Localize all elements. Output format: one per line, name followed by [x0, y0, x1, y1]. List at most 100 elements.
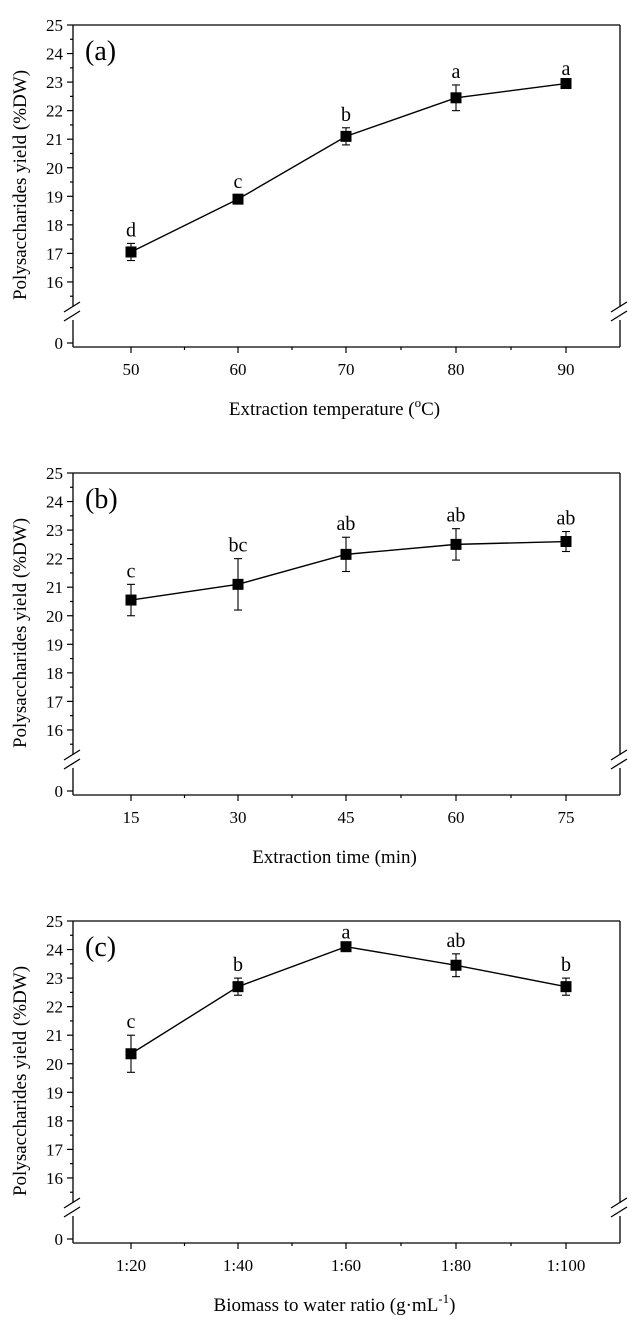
x-tick-label: 75	[558, 808, 575, 827]
data-point	[560, 981, 572, 993]
left-axis-break-mark	[63, 749, 81, 761]
data-point	[125, 1048, 137, 1060]
y-tick-label: 16	[46, 273, 63, 292]
y-tick-label: 18	[46, 1112, 63, 1131]
right-axis-break-gap	[610, 1202, 630, 1216]
data-point	[560, 78, 572, 90]
y-tick-label: 17	[46, 244, 64, 263]
x-axis-title-suffix: )	[449, 1295, 455, 1316]
data-point	[450, 959, 462, 971]
significance-label: a	[562, 58, 571, 80]
x-tick-label: 1:20	[116, 1256, 146, 1275]
chart-panel-b: 0 16 17 18 19 20 21 22 23 24 25 15 30 45 60 75 c bc ab ab ab…	[10, 464, 630, 868]
y-tick-label: 19	[46, 187, 63, 206]
significance-label: a	[452, 61, 461, 83]
data-point	[125, 594, 137, 606]
left-axis-break-mark	[63, 1206, 81, 1218]
data-point	[560, 536, 572, 548]
significance-label: ab	[557, 508, 576, 530]
left-axis-break-gap	[63, 1202, 83, 1216]
y-tick-label: 25	[46, 16, 63, 35]
chart-panel-a: 0 16 17 18 19 20 21 22 23 24 25 50 60 70 80 90 d c b a a (a) E…	[10, 16, 630, 420]
right-axis-break-mark	[610, 310, 628, 322]
left-axis-break-mark	[63, 301, 81, 313]
y-tick-label: 20	[46, 607, 63, 626]
significance-label: ab	[447, 505, 466, 527]
right-axis-break-mark	[610, 1197, 628, 1209]
y-tick-label: 22	[46, 550, 63, 569]
panel-label: (a)	[85, 36, 116, 67]
x-tick-label: 90	[558, 360, 575, 379]
y-tick-label: 23	[46, 969, 63, 988]
significance-label: bc	[229, 535, 248, 557]
series-line	[130, 945, 567, 1055]
y-tick-label: 21	[46, 130, 63, 149]
right-axis-break-mark	[610, 749, 628, 761]
data-point	[450, 538, 462, 550]
y-tick-label: 21	[46, 578, 63, 597]
significance-label: b	[561, 954, 571, 976]
y-tick-label: 24	[46, 493, 64, 512]
right-axis-break-mark	[610, 301, 628, 313]
left-axis-break-mark	[63, 1197, 81, 1209]
x-axis-title-text: Biomass to water ratio (g·mL	[214, 1295, 439, 1316]
y-tick-label: 16	[46, 721, 63, 740]
x-tick-label: 70	[338, 360, 355, 379]
y-tick-label: 16	[46, 1169, 63, 1188]
data-point	[232, 578, 244, 590]
y-axis-title: Polysaccharides yield (%DW)	[10, 966, 31, 1196]
data-point	[450, 92, 462, 104]
x-tick-label: 1:80	[441, 1256, 471, 1275]
significance-label: b	[233, 954, 243, 976]
y-tick-label: 25	[46, 912, 63, 931]
left-axis-break-gap	[63, 754, 83, 768]
y-tick-label: 17	[46, 1140, 64, 1159]
x-tick-label: 50	[123, 360, 140, 379]
significance-label: b	[341, 104, 351, 126]
x-axis-title-suffix: C)	[421, 399, 440, 420]
x-axis-title: Biomass to water ratio (g·mL-1)	[214, 1291, 456, 1316]
y-tick-label: 25	[46, 464, 63, 483]
panel-label: (b)	[85, 484, 118, 515]
x-axis-title-superscript: o	[415, 395, 422, 410]
right-axis-break-gap	[610, 306, 630, 320]
significance-label: d	[126, 219, 136, 241]
x-tick-label: 15	[123, 808, 140, 827]
x-tick-label: 60	[230, 360, 247, 379]
significance-label: ab	[337, 513, 356, 535]
y-tick-label: 18	[46, 664, 63, 683]
x-tick-label: 30	[230, 808, 247, 827]
right-axis-break-mark	[610, 758, 628, 770]
y-tick-label: 18	[46, 216, 63, 235]
x-tick-label: 60	[448, 808, 465, 827]
significance-label: ab	[447, 930, 466, 952]
left-axis-break-mark	[63, 758, 81, 770]
chart-panel-c: 0 16 17 18 19 20 21 22 23 24 25 1:20 1:40 1:60 1:80 1:1…	[10, 912, 630, 1316]
y-tick-label: 23	[46, 521, 63, 540]
x-tick-label: 1:40	[223, 1256, 253, 1275]
x-tick-label: 80	[448, 360, 465, 379]
right-axis-break-mark	[610, 1206, 628, 1218]
data-point	[125, 246, 137, 258]
y-tick-label: 23	[46, 73, 63, 92]
y-tick-label: 0	[55, 1230, 64, 1249]
x-tick-label: 1:100	[547, 1256, 586, 1275]
y-tick-label: 24	[46, 45, 64, 64]
data-point	[232, 981, 244, 993]
panel-label: (c)	[85, 932, 116, 963]
y-tick-label: 0	[55, 334, 64, 353]
y-tick-label: 20	[46, 159, 63, 178]
significance-label: a	[342, 921, 351, 943]
x-axis-title-superscript: -1	[438, 1291, 449, 1306]
y-tick-label: 19	[46, 1083, 63, 1102]
y-tick-label: 21	[46, 1026, 63, 1045]
x-tick-label: 45	[338, 808, 355, 827]
y-axis-title: Polysaccharides yield (%DW)	[10, 518, 31, 748]
y-tick-label: 24	[46, 941, 64, 960]
data-point	[340, 941, 352, 953]
x-tick-label: 1:60	[331, 1256, 361, 1275]
right-axis-break-gap	[610, 754, 630, 768]
y-tick-label: 19	[46, 635, 63, 654]
significance-label: c	[127, 1011, 136, 1033]
y-tick-label: 20	[46, 1055, 63, 1074]
